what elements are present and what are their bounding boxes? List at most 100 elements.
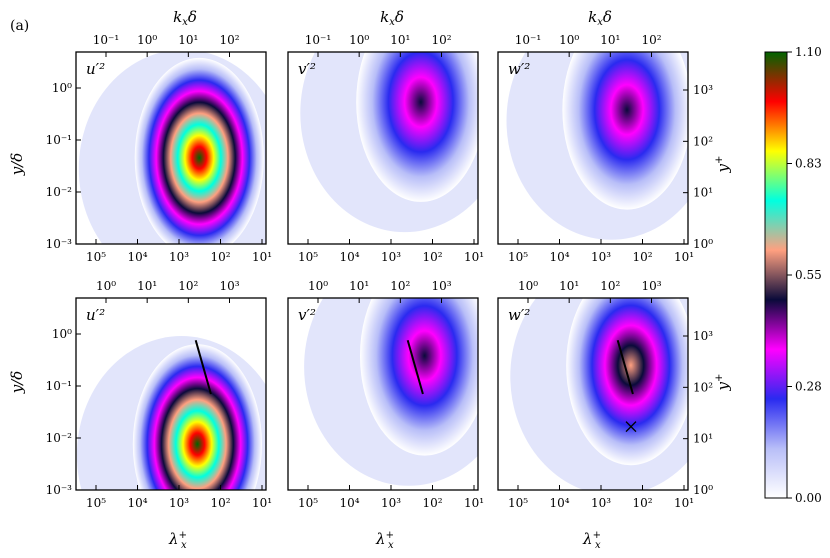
contour-core [566, 298, 688, 466]
contour-core [132, 344, 262, 490]
left-tick-label: 10⁻² [46, 431, 73, 445]
top-tick-label: 10¹ [600, 33, 620, 47]
right-tick-label: 10² [693, 134, 713, 148]
right-tick-label: 10⁰ [693, 237, 713, 251]
top-tick-label: 10⁻¹ [515, 33, 541, 47]
left-axis-label-r2: y/δ [8, 371, 26, 395]
heatmap-panel-r1-p1: u′² 10⁵ 10⁴ 10³ 10² 10¹ 10⁻¹ 10⁰ 10¹ 10² 10⁰ 10⁻¹ 10… [46, 33, 272, 264]
bottom-tick-label: 10³ [591, 250, 611, 264]
top-tick-label: 10² [178, 279, 198, 293]
top-tick-label: 10¹ [137, 279, 157, 293]
bottom-axis-label-p1: λ+ x [168, 530, 187, 551]
bottom-tick-label: 10¹ [252, 496, 272, 510]
top-tick-label: 10⁰ [559, 33, 579, 47]
top-tick-label: 10² [431, 33, 451, 47]
bottom-tick-label: 10³ [169, 250, 189, 264]
bottom-tick-label: 10⁵ [86, 250, 106, 264]
right-tick-label: 10² [693, 380, 713, 394]
heatmap-panel-r2-p1: u′² 10⁵ 10⁴ 10³ 10² 10¹ 10⁰ 10¹ 10² 10³ 10⁰ 10⁻¹ 10⁻… [46, 279, 272, 510]
bottom-tick-label: 10⁴ [339, 250, 359, 264]
left-tick-label: 10⁻³ [46, 483, 73, 497]
panel-tag: w′² [508, 60, 530, 78]
colorbar-tick-label: 0.00 [795, 491, 822, 505]
bottom-tick-label: 10² [632, 250, 652, 264]
top-tick-label: 10¹ [390, 33, 410, 47]
panel-tag: v′² [298, 60, 316, 78]
top-tick-label: 10² [219, 33, 239, 47]
bottom-tick-label: 10¹ [464, 250, 484, 264]
right-tick-label: 10³ [693, 329, 713, 343]
bottom-tick-label: 10¹ [252, 250, 272, 264]
bottom-tick-label: 10² [632, 496, 652, 510]
contour-core [562, 52, 688, 210]
top-tick-label: 10² [600, 279, 620, 293]
scaling-line [406, 339, 424, 395]
contour-field [300, 52, 478, 233]
left-tick-label: 10⁰ [52, 81, 72, 95]
bottom-tick-label: 10² [210, 250, 230, 264]
panel-frame [287, 297, 479, 491]
bottom-tick-label: 10¹ [674, 250, 694, 264]
right-tick-label: 10⁰ [693, 483, 713, 497]
top-tick-label: 10³ [641, 279, 661, 293]
peak-marker [625, 421, 637, 433]
right-tick-label: 10³ [693, 83, 713, 97]
bottom-tick-label: 10¹ [674, 496, 694, 510]
bottom-axis-label-p2: λ+ x [375, 530, 394, 551]
top-tick-label: 10¹ [349, 279, 369, 293]
top-axis-label-r1-p1: kxδ [173, 8, 197, 28]
top-tick-label: 10¹ [559, 279, 579, 293]
top-tick-label: 10⁻¹ [305, 33, 331, 47]
top-tick-label: 10⁰ [349, 33, 369, 47]
left-tick-label: 10⁰ [52, 327, 72, 341]
colorbar-gradient [764, 51, 788, 499]
contour-field [78, 52, 266, 244]
contour-core [356, 52, 478, 202]
figure-label: (a) [10, 18, 29, 34]
bottom-tick-label: 10² [210, 496, 230, 510]
bottom-tick-label: 10⁵ [508, 496, 528, 510]
panel-frame [75, 297, 267, 491]
top-tick-label: 10² [641, 33, 661, 47]
bottom-tick-label: 10⁴ [127, 250, 147, 264]
top-axis-label-r1-p2: kxδ [380, 8, 404, 28]
scaling-line [194, 339, 212, 395]
contour-field [76, 336, 266, 490]
top-tick-label: 10¹ [178, 33, 198, 47]
contour-core [360, 298, 478, 456]
contour-field [506, 52, 688, 240]
panel-frame [497, 297, 689, 491]
colorbar-tick-label: 0.83 [795, 157, 822, 171]
left-tick-label: 10⁻¹ [46, 133, 72, 147]
heatmap-panel-r2-p2: v′² 10⁵ 10⁴ 10³ 10² 10¹ 10⁰ 10¹ 10² 10³ [287, 279, 484, 510]
top-tick-label: 10³ [431, 279, 451, 293]
panel-tag: w′² [508, 306, 530, 324]
top-tick-label: 10⁰ [518, 279, 538, 293]
bottom-tick-label: 10⁵ [298, 250, 318, 264]
bottom-tick-label: 10¹ [464, 496, 484, 510]
panel-frame [497, 51, 689, 245]
right-axis-label-r1: y+ [714, 156, 732, 174]
right-tick-label: 10¹ [693, 432, 713, 446]
colorbar-tick-label: 0.55 [795, 268, 822, 282]
colorbar: 1.10 0.83 0.55 0.28 0.00 [764, 45, 822, 505]
bottom-axis-label-p3: λ+ x [582, 530, 601, 551]
bottom-tick-label: 10² [422, 250, 442, 264]
bottom-tick-label: 10³ [381, 496, 401, 510]
bottom-tick-label: 10⁴ [549, 496, 569, 510]
bottom-tick-label: 10⁴ [339, 496, 359, 510]
bottom-tick-label: 10⁵ [508, 250, 528, 264]
colorbar-tick-label: 1.10 [795, 45, 822, 59]
bottom-tick-label: 10⁵ [298, 496, 318, 510]
colorbar-tick-label: 0.28 [795, 380, 822, 394]
contour-core [134, 57, 264, 244]
right-axis-label-r2: y+ [714, 374, 732, 392]
bottom-tick-label: 10³ [169, 496, 189, 510]
heatmap-panel-r1-p2: v′² 10⁵ 10⁴ 10³ 10² 10¹ 10⁻¹ 10⁰ 10¹ 10² [287, 33, 484, 264]
top-tick-label: 10⁻¹ [93, 33, 119, 47]
top-tick-label: 10³ [219, 279, 239, 293]
right-tick-label: 10¹ [693, 186, 713, 200]
scaling-line [616, 339, 634, 395]
